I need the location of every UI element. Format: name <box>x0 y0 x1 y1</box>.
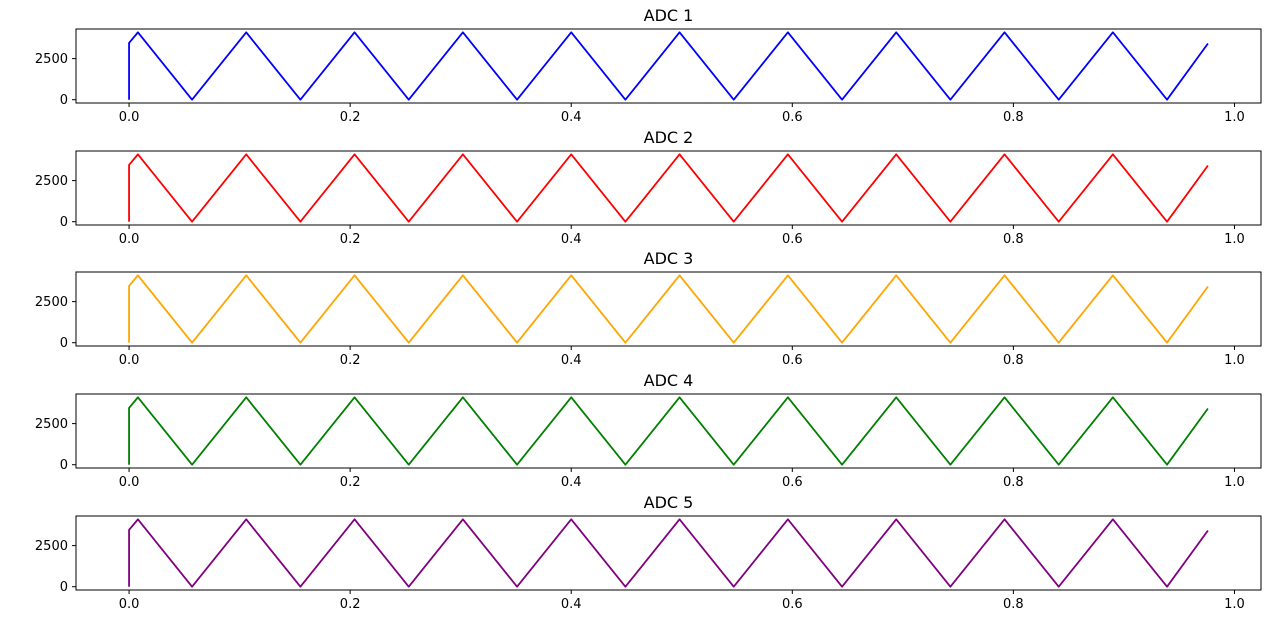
x-tick-label: 1.0 <box>1224 597 1245 612</box>
chart-title: ADC 3 <box>644 249 694 268</box>
x-tick-label: 1.0 <box>1224 110 1245 125</box>
x-tick-label: 0.4 <box>561 353 582 368</box>
x-tick-label: 0.2 <box>340 232 361 247</box>
x-tick-label: 0.4 <box>561 232 582 247</box>
x-tick-label: 0.2 <box>340 353 361 368</box>
x-tick-label: 0.8 <box>1003 110 1024 125</box>
x-tick-label: 0.6 <box>782 475 803 490</box>
chart-panel-4: ADC 4 0.0 0.2 0.4 0.6 0.8 1.0 0 2500 <box>35 371 1262 490</box>
x-tick-label: 0.4 <box>561 110 582 125</box>
chart-title: ADC 2 <box>644 128 694 147</box>
x-tick-label: 1.0 <box>1224 353 1245 368</box>
y-tick-label: 2500 <box>35 295 68 310</box>
y-tick-label: 0 <box>60 93 68 108</box>
y-tick-label: 0 <box>60 458 68 473</box>
x-tick-label: 0.2 <box>340 110 361 125</box>
chart-panel-1: ADC 1 0.0 0.2 0.4 0.6 0.8 1.0 0 2500 <box>35 6 1262 125</box>
chart-title: ADC 4 <box>644 371 694 390</box>
series-line-1 <box>128 153 1209 223</box>
chart-panel-5: ADC 5 0.0 0.2 0.4 0.6 0.8 1.0 0 2500 <box>35 493 1262 612</box>
x-tick-label: 1.0 <box>1224 475 1245 490</box>
y-tick-label: 2500 <box>35 174 68 189</box>
y-tick-label: 2500 <box>35 52 68 67</box>
y-tick-label: 2500 <box>35 539 68 554</box>
x-tick-label: 0.0 <box>119 110 140 125</box>
axes-frame <box>75 393 1262 469</box>
axes-frame <box>75 515 1262 591</box>
chart-panel-2: ADC 2 0.0 0.2 0.4 0.6 0.8 1.0 0 2500 <box>35 128 1262 247</box>
x-tick-label: 0.8 <box>1003 232 1024 247</box>
x-tick-label: 0.8 <box>1003 597 1024 612</box>
chart-title: ADC 1 <box>644 6 694 25</box>
series-line-1 <box>128 518 1209 588</box>
x-tick-label: 0.6 <box>782 110 803 125</box>
axes-frame <box>75 150 1262 226</box>
y-tick-label: 0 <box>60 215 68 230</box>
x-tick-label: 0.0 <box>119 232 140 247</box>
x-tick-label: 0.6 <box>782 597 803 612</box>
x-tick-label: 0.2 <box>340 597 361 612</box>
x-tick-label: 0.4 <box>561 597 582 612</box>
axes-frame <box>75 28 1262 104</box>
x-tick-label: 0.6 <box>782 232 803 247</box>
series-line-1 <box>128 396 1209 466</box>
series-line-1 <box>128 31 1209 101</box>
y-tick-label: 2500 <box>35 417 68 432</box>
chart-panel-3: ADC 3 0.0 0.2 0.4 0.6 0.8 1.0 0 2500 <box>35 249 1262 368</box>
x-tick-label: 0.8 <box>1003 353 1024 368</box>
x-tick-label: 0.0 <box>119 353 140 368</box>
x-tick-label: 1.0 <box>1224 232 1245 247</box>
axes-frame <box>75 271 1262 347</box>
chart-title: ADC 5 <box>644 493 694 512</box>
x-tick-label: 0.4 <box>561 475 582 490</box>
y-tick-label: 0 <box>60 580 68 595</box>
x-tick-label: 0.0 <box>119 597 140 612</box>
x-tick-label: 0.6 <box>782 353 803 368</box>
x-tick-label: 0.8 <box>1003 475 1024 490</box>
x-tick-label: 0.0 <box>119 475 140 490</box>
y-tick-label: 0 <box>60 336 68 351</box>
x-tick-label: 0.2 <box>340 475 361 490</box>
series-line-1 <box>128 274 1209 344</box>
